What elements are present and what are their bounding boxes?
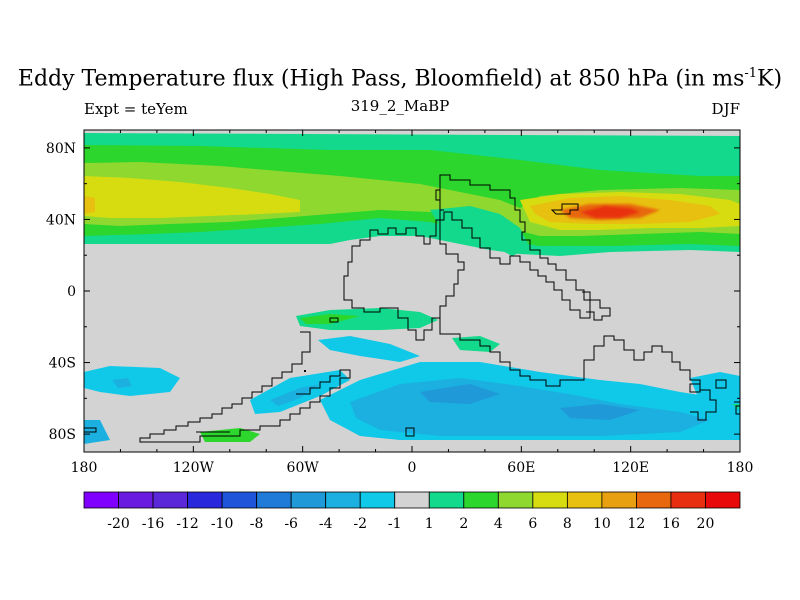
colorbar-swatch <box>290 491 327 509</box>
colorbar-swatch <box>359 491 396 509</box>
colorbar-swatch <box>83 491 119 509</box>
colorbar-label: 16 <box>662 516 680 532</box>
longitude-labels: 180 120W 60W 0 60E 120E 180 <box>71 460 754 476</box>
colorbar-label: -10 <box>211 516 234 532</box>
chart-title-tail: K) <box>757 66 783 92</box>
colorbar-swatch <box>601 491 637 509</box>
chart-title-text: Eddy Temperature flux (High Pass, Bloomf… <box>17 66 745 92</box>
lon-label: 60E <box>507 460 535 476</box>
colorbar-swatch <box>221 491 258 509</box>
colorbar-label: 1 <box>425 516 434 532</box>
lat-label: 80N <box>46 141 76 157</box>
colorbar-label: -16 <box>142 516 165 532</box>
colorbar-label: 6 <box>528 516 537 532</box>
colorbar-swatch <box>670 491 706 509</box>
colorbar-swatch <box>463 491 499 509</box>
colorbar-label: -2 <box>353 516 367 532</box>
colorbar-swatch <box>394 491 430 509</box>
colorbar-label: -6 <box>284 516 298 532</box>
colorbar-label: 10 <box>593 516 611 532</box>
lon-label: 180 <box>71 460 98 476</box>
colorbar-label: -20 <box>107 516 130 532</box>
colorbar: -20 -16 -12 -10 -8 -6 -4 -2 -1 1 2 4 6 8 10 12 16 20 <box>83 491 741 532</box>
colorbar-swatch <box>636 491 672 509</box>
lon-label: 180 <box>727 460 754 476</box>
colorbar-label: 8 <box>563 516 572 532</box>
colorbar-label: 20 <box>697 516 715 532</box>
colorbar-label: 12 <box>628 516 646 532</box>
colorbar-label: -12 <box>176 516 199 532</box>
northern-flux-band <box>84 133 740 256</box>
chart-title-superscript: -1 <box>744 66 758 81</box>
run-label: 319_2_MaBP <box>350 97 450 115</box>
lon-label: 120W <box>173 460 215 476</box>
colorbar-swatch <box>187 491 223 509</box>
chart-title: Eddy Temperature flux (High Pass, Bloomf… <box>0 66 800 91</box>
season-label: DJF <box>711 100 740 118</box>
lat-label: 80S <box>49 427 76 443</box>
colorbar-label: 2 <box>459 516 468 532</box>
colorbar-label: 4 <box>494 516 503 532</box>
colorbar-swatch <box>566 491 603 509</box>
colorbar-swatch <box>325 491 361 509</box>
experiment-label: Expt = teYem <box>84 100 188 118</box>
map-area <box>84 130 740 452</box>
colorbar-swatch <box>705 491 741 509</box>
map-ticks <box>83 130 741 452</box>
island-marker <box>304 370 306 372</box>
lon-label: 0 <box>408 460 417 476</box>
southern-flux-patches <box>84 308 740 444</box>
lat-label: 40N <box>46 212 76 228</box>
colorbar-label: -1 <box>388 516 402 532</box>
lat-label: 40S <box>49 356 76 372</box>
colorbar-swatch <box>152 491 188 509</box>
colorbar-label: -4 <box>319 516 333 532</box>
lat-label: 0 <box>67 284 76 300</box>
latitude-labels: 80N 40N 0 40S 80S <box>46 141 76 443</box>
colorbar-swatch <box>256 491 292 509</box>
colorbar-swatch <box>118 491 154 509</box>
colorbar-label: -8 <box>250 516 264 532</box>
coastline-outlines <box>84 174 740 443</box>
lon-label: 60W <box>287 460 320 476</box>
colorbar-swatch <box>428 491 465 509</box>
colorbar-swatch <box>497 491 534 509</box>
colorbar-swatch <box>532 491 568 509</box>
lon-label: 120E <box>612 460 649 476</box>
